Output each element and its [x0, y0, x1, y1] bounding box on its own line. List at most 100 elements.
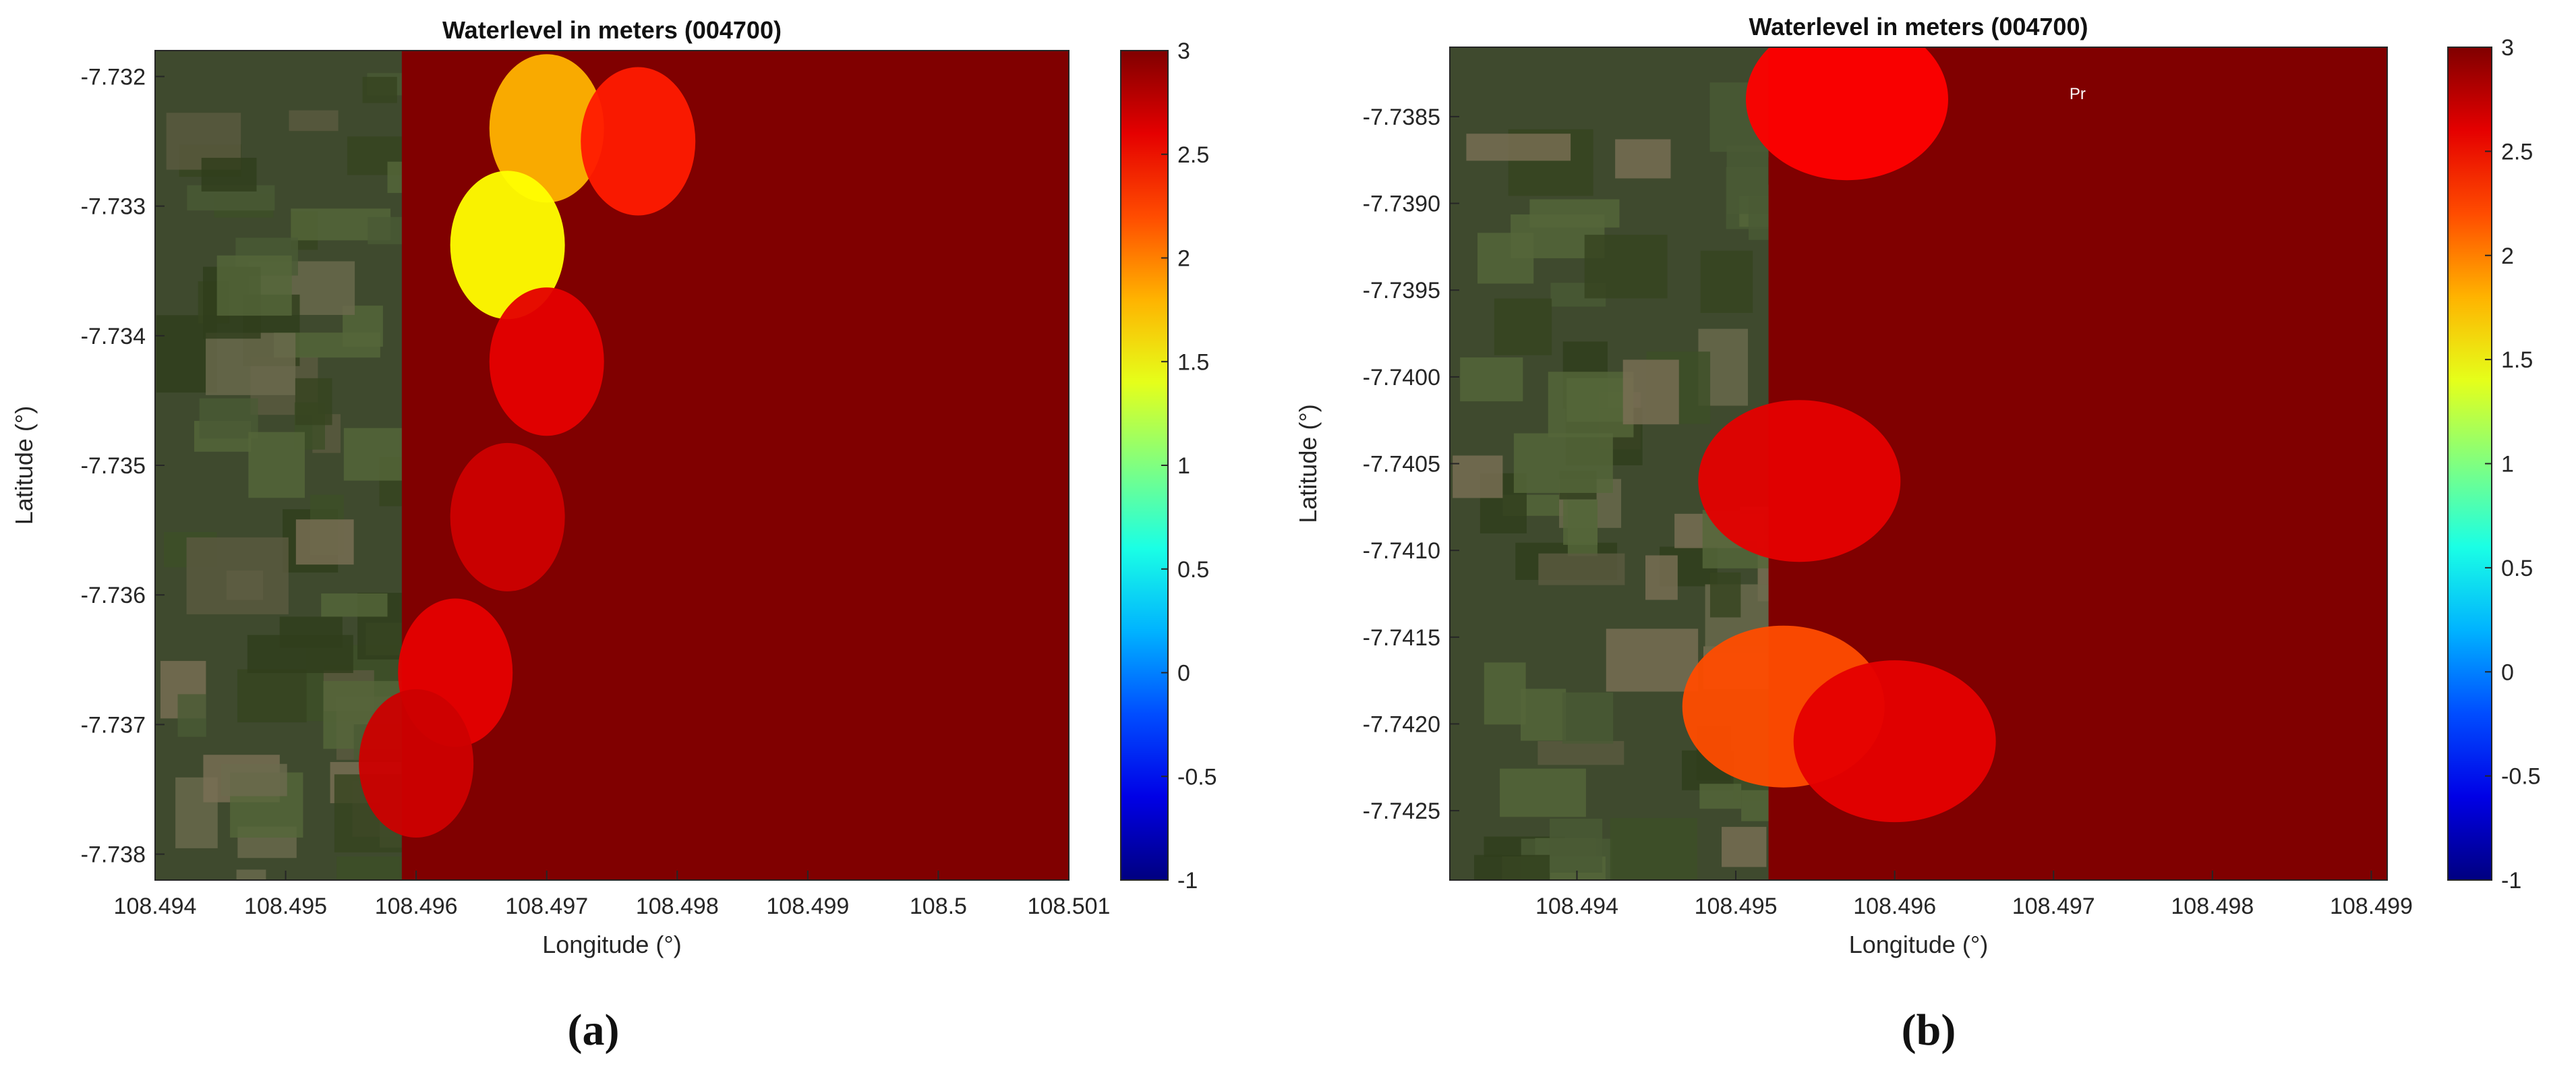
colorbar-tick-label: 2 [1177, 246, 1190, 272]
terrain-patch [1562, 692, 1614, 744]
y-tick-label: -7.736 [81, 583, 146, 608]
chart-title: Waterlevel in meters (004700) [442, 16, 782, 44]
colorbar-tick-label: 0 [1177, 661, 1190, 687]
terrain-patch [362, 76, 397, 103]
x-tick-label: 108.501 [1028, 894, 1111, 919]
terrain-patch [1473, 854, 1550, 880]
terrain-patch [1584, 235, 1668, 299]
colorbar-tick-label: 0 [2501, 660, 2514, 685]
terrain-patch [1484, 662, 1526, 725]
colorbar-tick-label: -1 [2501, 868, 2521, 894]
terrain-patch [1466, 134, 1571, 161]
colorbar-tick-label: 1.5 [1177, 349, 1209, 375]
terrain-patch [1699, 784, 1742, 809]
flood-region-4 [1793, 660, 1996, 823]
colorbar [1120, 50, 1169, 881]
terrain-patch [186, 537, 289, 614]
y-tick-label: -7.7420 [1363, 711, 1440, 737]
x-tick-label: 108.5 [910, 894, 967, 919]
terrain-patch [1615, 139, 1671, 179]
x-tick-label: 108.495 [244, 894, 327, 919]
terrain-patch [1700, 250, 1753, 313]
panel-b: 108.494 108.495 108.496 108.497 108.498 108.4… [1288, 0, 2576, 1079]
terrain-patch [1529, 199, 1620, 228]
y-tick-label: -7.734 [81, 324, 146, 349]
waterlevel-map-b: 108.494 108.495 108.496 108.497 108.498 108.4… [1294, 13, 2541, 958]
panel-a: 108.494 108.495 108.496 108.497 108.498 108.4… [10, 16, 1217, 1055]
colorbar-tick-label: 0.5 [1177, 557, 1209, 583]
terrain-patch [1709, 572, 1741, 618]
terrain-patch [289, 110, 339, 132]
terrain-patch [1453, 455, 1503, 498]
y-axis-label: Latitude (°) [10, 406, 38, 525]
x-tick-label: 108.494 [1535, 894, 1618, 919]
colorbar-tick-label: 1.5 [2501, 347, 2533, 373]
colorbar-tick-label: 1 [2501, 452, 2514, 477]
terrain-patch [1610, 817, 1697, 880]
terrain-patch [1722, 827, 1767, 867]
terrain-patch [1460, 357, 1523, 402]
terrain-patch [1794, 879, 1847, 880]
flood-region-2 [1698, 400, 1901, 562]
flood-region-4 [489, 287, 604, 436]
terrain-patch [1606, 629, 1699, 692]
caption-b: (b) [1901, 1005, 1956, 1055]
terrain-patch [1520, 689, 1567, 741]
terrain-patch [1500, 768, 1586, 817]
terrain-patch [236, 869, 266, 880]
chart-title: Waterlevel in meters (004700) [1749, 13, 2088, 40]
terrain-patch [1563, 499, 1598, 545]
flood-layer [1682, 47, 2387, 880]
x-tick-label: 108.497 [2012, 894, 2095, 919]
x-tick-label: 108.497 [505, 894, 588, 919]
terrain-patch [177, 694, 206, 737]
colorbar-tick-label: 2.5 [1177, 142, 1209, 168]
colorbar-tick-label: 2 [2501, 243, 2514, 269]
colorbar-tick-label: -0.5 [1177, 764, 1217, 790]
terrain-patch [1645, 555, 1678, 600]
flood-region-1 [1746, 47, 1948, 181]
flood-layer [359, 51, 1069, 880]
flood-region-7 [359, 689, 474, 838]
y-tick-label: -7.7405 [1363, 452, 1440, 477]
y-tick-label: -7.7390 [1363, 192, 1440, 217]
y-tick-label: -7.7410 [1363, 538, 1440, 564]
x-axis-label: Longitude (°) [1849, 931, 1989, 958]
y-tick-label: -7.7385 [1363, 105, 1440, 130]
waterlevel-map-a: 108.494 108.495 108.496 108.497 108.498 108.4… [10, 16, 1217, 958]
flood-region-1 [489, 54, 604, 203]
terrain-patch [237, 669, 307, 723]
x-axis-label: Longitude (°) [542, 931, 682, 958]
colorbar-tick-label: -0.5 [2501, 764, 2541, 790]
terrain-patch [221, 763, 287, 796]
terrain-patch [248, 432, 305, 498]
colorbar-tick-label: 0.5 [2501, 556, 2533, 581]
terrain-patch [1494, 298, 1552, 355]
terrain-patch [1549, 818, 1603, 873]
y-tick-label: -7.732 [81, 64, 146, 90]
colorbar-tick-label: 3 [1177, 38, 1190, 64]
y-axis-label: Latitude (°) [1294, 404, 1322, 523]
x-tick-label: 108.499 [2330, 894, 2413, 919]
flood-region-3 [450, 171, 565, 320]
x-tick-label: 108.498 [2171, 894, 2254, 919]
y-tick-label: -7.737 [81, 712, 146, 738]
map-label: Pr [2070, 85, 2086, 103]
terrain-patch [1622, 359, 1679, 425]
colorbar-tick-label: 2.5 [2501, 139, 2533, 165]
flood-region-5 [450, 442, 565, 591]
colorbar-tick-label: 3 [2501, 35, 2514, 61]
colorbar-tick-label: -1 [1177, 868, 1198, 894]
x-tick-label: 108.499 [766, 894, 849, 919]
y-tick-label: -7.7415 [1363, 625, 1440, 651]
x-tick-label: 108.498 [636, 894, 719, 919]
x-tick-label: 108.496 [1853, 894, 1936, 919]
y-tick-label: -7.733 [81, 194, 146, 220]
terrain-patch [295, 519, 354, 565]
y-tick-label: -7.7395 [1363, 278, 1440, 303]
terrain-patch [247, 635, 353, 674]
terrain-patch [1538, 553, 1625, 585]
terrain-patch [1548, 372, 1634, 438]
colorbar-tick-label: 1 [1177, 453, 1190, 479]
terrain-patch [295, 378, 332, 426]
